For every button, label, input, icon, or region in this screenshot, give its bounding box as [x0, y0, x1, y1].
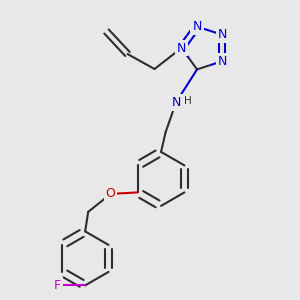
Text: N: N — [218, 55, 227, 68]
Text: N: N — [218, 28, 227, 41]
Text: O: O — [106, 188, 116, 200]
Text: N: N — [192, 20, 202, 33]
Text: F: F — [54, 279, 61, 292]
Text: N: N — [171, 96, 181, 109]
Text: N: N — [177, 41, 186, 55]
Text: H: H — [184, 96, 191, 106]
